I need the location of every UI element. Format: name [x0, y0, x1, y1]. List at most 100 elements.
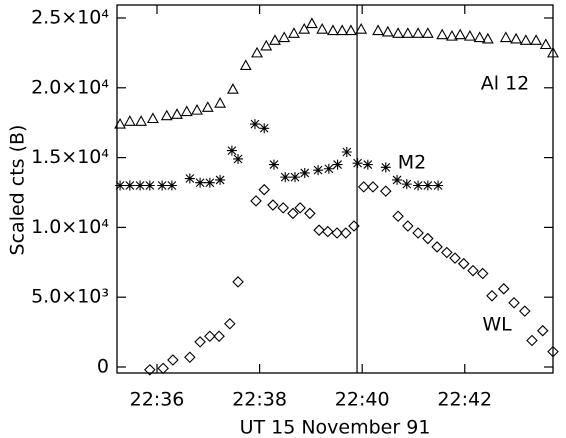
marker [204, 177, 215, 188]
marker [250, 195, 262, 207]
marker [144, 180, 155, 191]
marker [215, 174, 226, 185]
x-tick-label: 22:38 [232, 389, 287, 411]
marker [446, 29, 458, 41]
marker [299, 167, 310, 178]
marker [232, 276, 244, 288]
marker [355, 23, 368, 34]
marker [392, 210, 404, 223]
marker [204, 330, 216, 343]
marker [547, 46, 559, 58]
marker [304, 207, 316, 220]
marker [213, 330, 225, 343]
x-tick-label: 22:42 [437, 389, 492, 411]
marker [332, 159, 343, 170]
marker [341, 147, 352, 158]
marker [280, 172, 291, 183]
marker [380, 162, 391, 173]
marker [431, 241, 443, 253]
marker [331, 227, 343, 239]
marker [184, 173, 195, 184]
x-tick-label: 22:40 [335, 389, 390, 411]
marker [421, 27, 434, 38]
marker [476, 267, 489, 280]
marker [305, 17, 318, 29]
marker [184, 351, 196, 364]
series-label: WL [482, 314, 512, 336]
y-axis-label: Scaled cts (B) [7, 125, 29, 256]
marker [413, 180, 424, 191]
y-tick-label: 1.0×10⁴ [31, 216, 109, 238]
marker [401, 27, 414, 38]
marker [195, 177, 206, 188]
y-tick-label: 5.0×10³ [31, 286, 109, 308]
marker [298, 23, 311, 34]
marker [536, 324, 549, 337]
marker [392, 174, 403, 185]
marker [508, 297, 520, 309]
y-tick-label: 1.5×10⁴ [31, 146, 109, 168]
marker [412, 227, 424, 239]
marker [214, 97, 227, 108]
marker [392, 27, 405, 38]
marker [224, 317, 236, 330]
marker [473, 31, 486, 43]
marker [481, 32, 494, 44]
series-label: Al 12 [481, 73, 530, 95]
x-tick-label: 22:36 [130, 389, 185, 411]
marker [278, 31, 291, 43]
marker [277, 202, 289, 214]
marker [135, 180, 146, 191]
marker [259, 123, 270, 134]
marker [344, 24, 357, 36]
marker [260, 39, 273, 51]
marker [348, 220, 360, 232]
marker [422, 232, 434, 245]
marker [539, 38, 552, 50]
marker [433, 180, 444, 191]
marker [194, 336, 206, 348]
marker [269, 34, 281, 45]
marker [547, 345, 559, 358]
marker [454, 28, 467, 40]
marker [201, 101, 214, 112]
x-axis-label: UT 15 November 91 [240, 417, 431, 438]
marker [510, 32, 523, 44]
y-tick-label: 0 [97, 355, 109, 377]
marker [226, 83, 239, 94]
marker [171, 108, 183, 119]
marker [372, 24, 385, 36]
marker [287, 207, 299, 220]
marker [402, 220, 414, 232]
marker [322, 225, 334, 238]
marker [519, 305, 531, 317]
marker [380, 185, 392, 197]
marker [422, 180, 433, 191]
marker [114, 117, 127, 129]
marker [497, 283, 510, 295]
marker [239, 59, 252, 70]
marker [457, 257, 470, 270]
marker [233, 153, 244, 164]
marker [499, 31, 512, 43]
marker [115, 180, 126, 191]
marker [180, 105, 193, 117]
marker [191, 103, 203, 115]
marker [530, 34, 543, 45]
y-tick-label: 2.5×10⁴ [31, 6, 109, 28]
marker [157, 180, 168, 191]
marker [288, 27, 300, 38]
y-tick-label: 2.0×10⁴ [31, 76, 109, 98]
series-label: M2 [398, 152, 426, 174]
marker [519, 34, 532, 45]
marker [146, 112, 159, 124]
marker [323, 163, 334, 174]
marker [339, 227, 352, 239]
marker [486, 290, 498, 302]
marker [313, 165, 324, 176]
marker [381, 25, 394, 37]
marker [157, 362, 169, 375]
marker [526, 334, 538, 347]
marker [449, 252, 461, 264]
